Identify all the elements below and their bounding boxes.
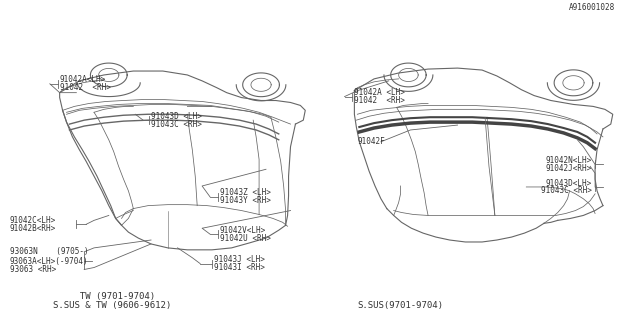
Text: 91042  <RH>: 91042 <RH> <box>60 83 111 92</box>
Text: 91042V<LH>: 91042V<LH> <box>220 226 266 235</box>
Text: 91042U <RH>: 91042U <RH> <box>220 234 271 243</box>
Text: 91043J <LH>: 91043J <LH> <box>214 255 265 264</box>
Text: 91042F: 91042F <box>357 137 385 146</box>
Text: 91042C<LH>: 91042C<LH> <box>10 216 56 225</box>
Text: 93063A<LH>(-9704): 93063A<LH>(-9704) <box>10 257 88 266</box>
Text: 91042J<RH>: 91042J<RH> <box>546 164 592 173</box>
Text: 91042N<LH>: 91042N<LH> <box>546 156 592 165</box>
Text: S.SUS & TW (9606-9612): S.SUS & TW (9606-9612) <box>52 301 171 310</box>
Text: 91043D<LH>: 91043D<LH> <box>546 179 592 188</box>
Text: 91042B<RH>: 91042B<RH> <box>10 224 56 233</box>
Text: A916001028: A916001028 <box>568 3 615 12</box>
Text: 91043I <RH>: 91043I <RH> <box>214 263 265 272</box>
Text: 91042A<LH>: 91042A<LH> <box>60 76 106 84</box>
Text: 91043D <LH>: 91043D <LH> <box>151 112 202 121</box>
Text: 91043Y <RH>: 91043Y <RH> <box>220 196 271 205</box>
Text: 93063 <RH>: 93063 <RH> <box>10 265 56 274</box>
Text: 91042A <LH>: 91042A <LH> <box>355 88 405 97</box>
Text: TW (9701-9704): TW (9701-9704) <box>52 292 155 301</box>
Text: 93063N    (9705-): 93063N (9705-) <box>10 247 88 256</box>
Text: 91043C <RH>: 91043C <RH> <box>151 120 202 129</box>
Text: S.SUS(9701-9704): S.SUS(9701-9704) <box>357 301 444 310</box>
Text: 91042  <RH>: 91042 <RH> <box>355 96 405 105</box>
Text: 91043Z <LH>: 91043Z <LH> <box>220 188 271 197</box>
Text: 91043C <RH>: 91043C <RH> <box>541 186 592 196</box>
